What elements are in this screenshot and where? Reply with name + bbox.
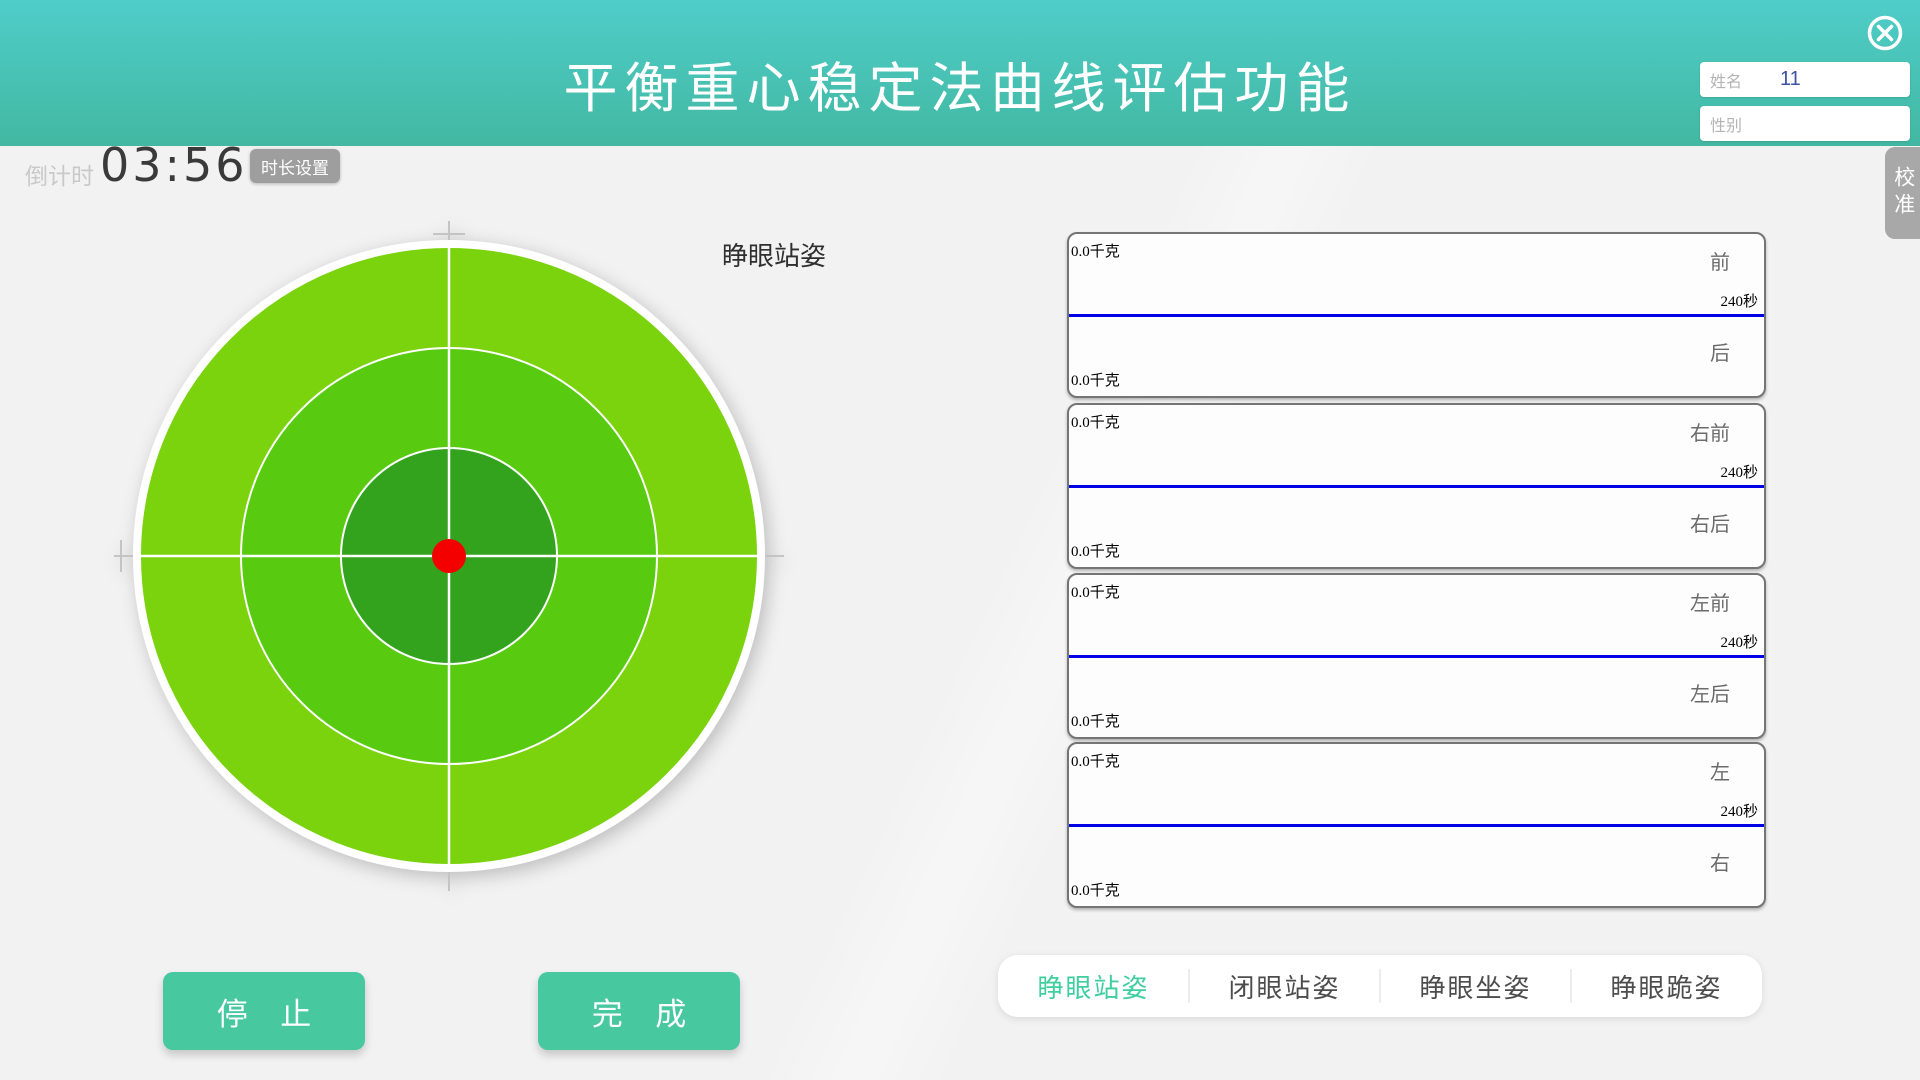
current-posture-label: 睁眼站姿 (722, 242, 827, 271)
gender-field[interactable]: 性别 (1700, 106, 1910, 141)
center-of-gravity-dot (432, 539, 466, 573)
chart-panel-left-right: 0.0千克 左 240秒 右 0.0千克 (1067, 742, 1766, 908)
countdown-value: 03:56 (100, 138, 248, 192)
weight-value: 0.0千克 (1071, 415, 1120, 431)
time-axis-label: 240秒 (1720, 635, 1758, 651)
zero-baseline (1069, 655, 1764, 658)
weight-value: 0.0千克 (1071, 883, 1120, 899)
direction-label: 右 (1710, 853, 1730, 875)
stop-button[interactable]: 停 止 (163, 972, 365, 1050)
close-button[interactable] (1866, 14, 1904, 52)
chart-panel-front-back: 0.0千克 前 240秒 后 0.0千克 (1067, 232, 1766, 398)
tab-eyes-closed-standing[interactable]: 闭眼站姿 (1188, 955, 1380, 1017)
weight-value: 0.0千克 (1071, 754, 1120, 770)
name-field[interactable]: 姓名 11 (1700, 62, 1910, 97)
direction-label: 后 (1710, 343, 1730, 365)
page-title: 平衡重心稳定法曲线评估功能 (563, 59, 1357, 119)
balance-target-plot (89, 196, 809, 916)
chart-panel-rightfront-rightback: 0.0千克 右前 240秒 右后 0.0千克 (1067, 403, 1766, 569)
zero-baseline (1069, 485, 1764, 488)
gender-field-label: 性别 (1710, 117, 1743, 135)
zero-baseline (1069, 314, 1764, 317)
direction-label: 左后 (1690, 684, 1730, 706)
calibrate-button[interactable]: 校准 (1885, 147, 1920, 239)
tab-eyes-open-kneeling[interactable]: 睁眼跪姿 (1570, 955, 1762, 1017)
direction-label: 左 (1710, 762, 1730, 784)
weight-curve-charts: 0.0千克 前 240秒 后 0.0千克 0.0千克 右前 240秒 右后 0.… (1067, 232, 1766, 908)
direction-label: 前 (1710, 252, 1730, 274)
weight-value: 0.0千克 (1071, 373, 1120, 389)
name-field-value: 11 (1780, 68, 1801, 90)
chart-panel-leftfront-leftback: 0.0千克 左前 240秒 左后 0.0千克 (1067, 573, 1766, 739)
countdown-label: 倒计时 (25, 163, 94, 189)
direction-label: 左前 (1690, 593, 1730, 615)
zero-baseline (1069, 824, 1764, 827)
weight-value: 0.0千克 (1071, 585, 1120, 601)
finish-button[interactable]: 完 成 (538, 972, 740, 1050)
posture-tabbar: 睁眼站姿 闭眼站姿 睁眼坐姿 睁眼跪姿 (998, 955, 1762, 1017)
tab-eyes-open-standing[interactable]: 睁眼站姿 (998, 955, 1189, 1017)
header-bar: 平衡重心稳定法曲线评估功能 姓名 11 性别 (0, 0, 1920, 146)
weight-value: 0.0千克 (1071, 714, 1120, 730)
duration-setting-button[interactable]: 时长设置 (250, 149, 340, 183)
direction-label: 右后 (1690, 514, 1730, 536)
time-axis-label: 240秒 (1720, 465, 1758, 481)
weight-value: 0.0千克 (1071, 244, 1120, 260)
tab-eyes-open-sitting[interactable]: 睁眼坐姿 (1379, 955, 1571, 1017)
close-icon (1867, 15, 1903, 51)
time-axis-label: 240秒 (1720, 294, 1758, 310)
direction-label: 右前 (1690, 423, 1730, 445)
name-field-label: 姓名 (1710, 73, 1743, 91)
time-axis-label: 240秒 (1720, 804, 1758, 820)
weight-value: 0.0千克 (1071, 544, 1120, 560)
